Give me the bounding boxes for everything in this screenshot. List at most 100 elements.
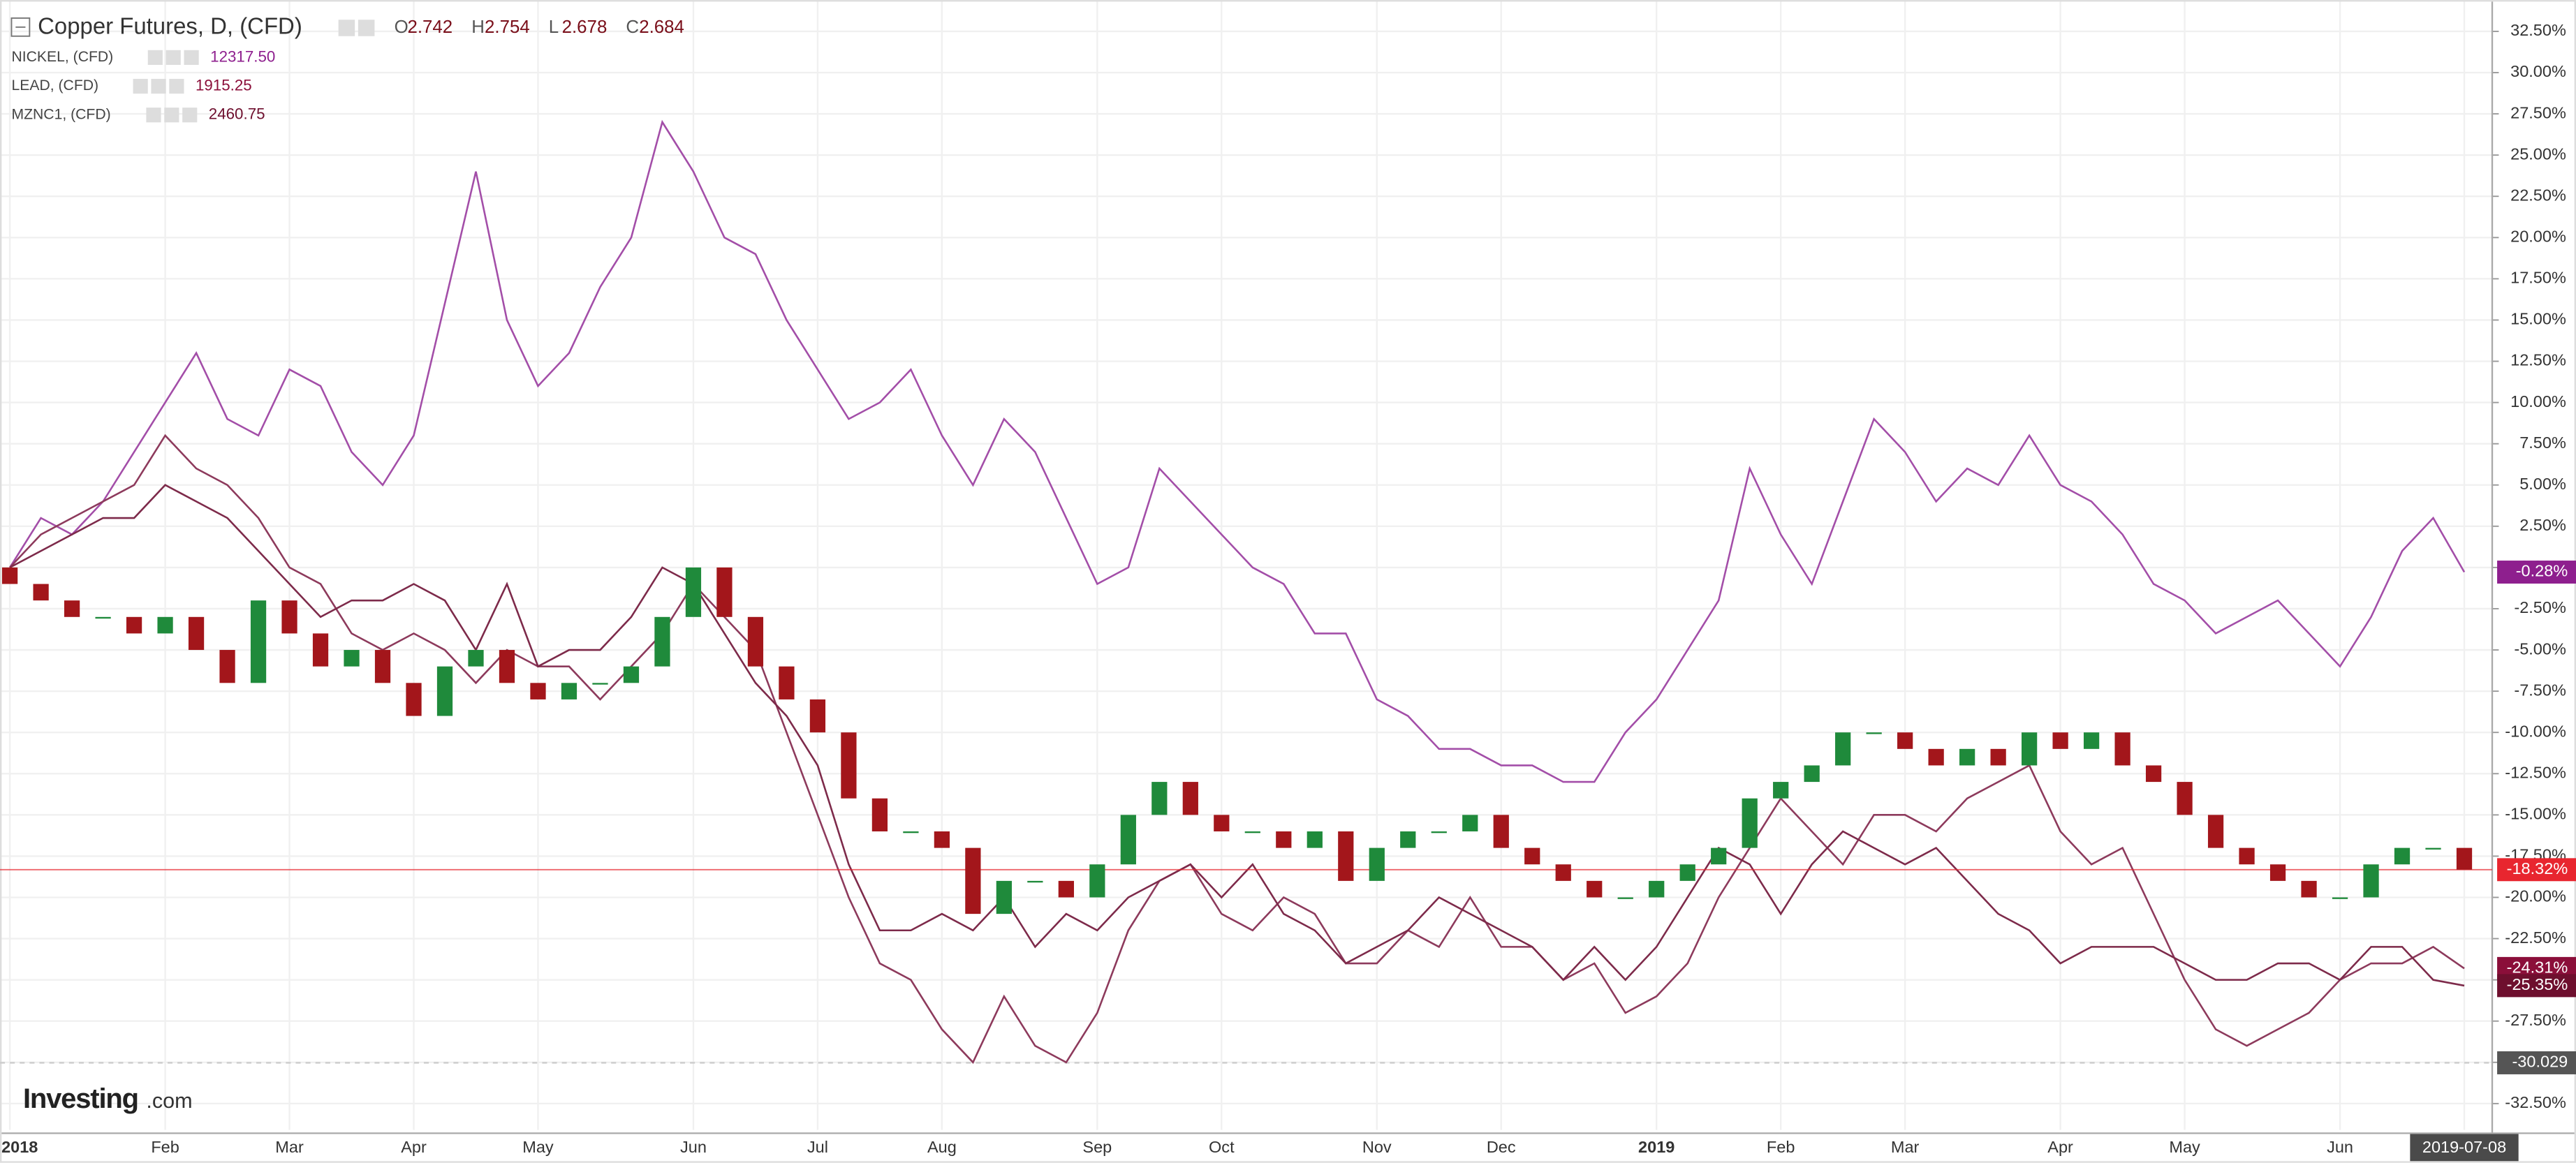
candle-body: [2207, 815, 2224, 848]
candle-body: [1587, 880, 1603, 898]
x-tick-label: Jun: [2327, 1138, 2353, 1156]
x-tick-label: May: [522, 1138, 554, 1156]
y-tick-label: 22.50%: [2510, 186, 2566, 204]
ohlc-letter: C: [626, 17, 639, 37]
candle-body: [1462, 815, 1478, 831]
y-tick-label: -10.00%: [2505, 722, 2566, 740]
candle-body: [871, 798, 888, 831]
candle-body: [779, 666, 795, 699]
series-line: [9, 484, 2465, 987]
candle-body: [2425, 847, 2441, 850]
candle-body: [934, 831, 950, 848]
y-tick-label: -22.50%: [2505, 928, 2566, 947]
candle-body: [2456, 847, 2473, 870]
last-value-badge-box: [2497, 561, 2576, 584]
legend-icon: [164, 108, 179, 123]
candle-body: [654, 616, 670, 667]
candle-body: [1649, 880, 1665, 898]
legend-icon: [184, 50, 199, 65]
candle-body: [685, 567, 702, 617]
legend-price: 12317.50: [210, 47, 275, 65]
candle-body: [1928, 748, 1944, 766]
x-tick-label: 2019: [1638, 1138, 1675, 1156]
x-tick-label: Feb: [1767, 1138, 1795, 1156]
low-badge-box: [2497, 1051, 2576, 1074]
candle-body: [1679, 864, 1695, 881]
candle-body: [809, 699, 826, 733]
candle-body: [1431, 831, 1447, 834]
legend-icon: [147, 50, 163, 65]
candle-body: [1276, 831, 1292, 848]
y-tick-label: -12.50%: [2505, 763, 2566, 781]
candle-body: [1804, 765, 1820, 783]
candle-body: [1959, 748, 1975, 766]
y-tick-label: 7.50%: [2519, 434, 2566, 452]
candle-body: [2052, 732, 2068, 749]
candle-body: [1089, 864, 1105, 898]
chart-title: Copper Futures, D, (CFD): [38, 13, 302, 39]
candle-body: [95, 616, 111, 619]
legend-icon: [151, 78, 166, 94]
legend-icon: [182, 108, 198, 123]
y-tick-label: -32.50%: [2505, 1093, 2566, 1111]
candle-body: [406, 683, 422, 716]
candle-body: [747, 616, 764, 667]
ohlc-letter: L: [549, 17, 559, 37]
candle-body: [312, 633, 329, 667]
candle-body: [2239, 847, 2255, 865]
candle-body: [592, 683, 608, 685]
candle-body: [1120, 815, 1136, 865]
candle-body: [1058, 880, 1074, 898]
y-tick-label: 5.00%: [2519, 475, 2566, 493]
candle-body: [841, 732, 857, 799]
candle-body: [1742, 798, 1758, 848]
candle-body: [33, 584, 49, 601]
last-value-badge: -25.35%: [2507, 975, 2568, 993]
candle-body: [1617, 897, 1633, 899]
x-tick-label: Aug: [927, 1138, 957, 1156]
candle-body: [1711, 847, 1727, 865]
candle-body: [2177, 782, 2193, 815]
candle-body: [1369, 847, 1385, 881]
candle-body: [499, 650, 515, 683]
candle-body: [250, 600, 267, 683]
y-tick-label: 20.00%: [2510, 228, 2566, 246]
last-value-badge-box: [2497, 974, 2576, 998]
candle-body: [1214, 815, 1230, 831]
candle-body: [2114, 732, 2130, 766]
candle-body: [64, 600, 80, 617]
candle-body: [903, 831, 919, 834]
candle-body: [1835, 732, 1851, 766]
legend-icon: [133, 78, 148, 94]
y-tick-label: -5.00%: [2514, 639, 2566, 658]
candle-body: [1338, 831, 1354, 881]
candle-body: [2301, 880, 2317, 898]
series-line: [9, 434, 2465, 1065]
candle-body: [1182, 782, 1198, 815]
y-tick-label: 27.50%: [2510, 103, 2566, 121]
logo-suffix: .com: [146, 1089, 192, 1113]
legend-price: 1915.25: [196, 76, 252, 94]
x-tick-label: Feb: [151, 1138, 179, 1156]
y-tick-label: 17.50%: [2510, 269, 2566, 287]
y-tick-label: -7.50%: [2514, 681, 2566, 699]
candle-body: [623, 666, 640, 683]
legend-name: LEAD, (CFD): [11, 77, 98, 94]
candle-body: [219, 650, 235, 683]
candle-body: [374, 650, 391, 683]
candle-body: [965, 847, 981, 914]
legend-icon: [165, 50, 181, 65]
price-badge-box: [2497, 858, 2576, 882]
y-tick-label: 15.00%: [2510, 310, 2566, 328]
ohlc-value: 2.742: [407, 17, 452, 37]
legend-icon: [169, 78, 184, 94]
legend-price: 2460.75: [209, 105, 265, 123]
x-tick-label: Jun: [680, 1138, 707, 1156]
legend-name: MZNC1, (CFD): [11, 106, 110, 122]
x-tick-label: Mar: [275, 1138, 304, 1156]
candle-body: [1773, 782, 1789, 799]
candle-body: [561, 683, 577, 699]
x-tick-label: Oct: [1209, 1138, 1235, 1156]
